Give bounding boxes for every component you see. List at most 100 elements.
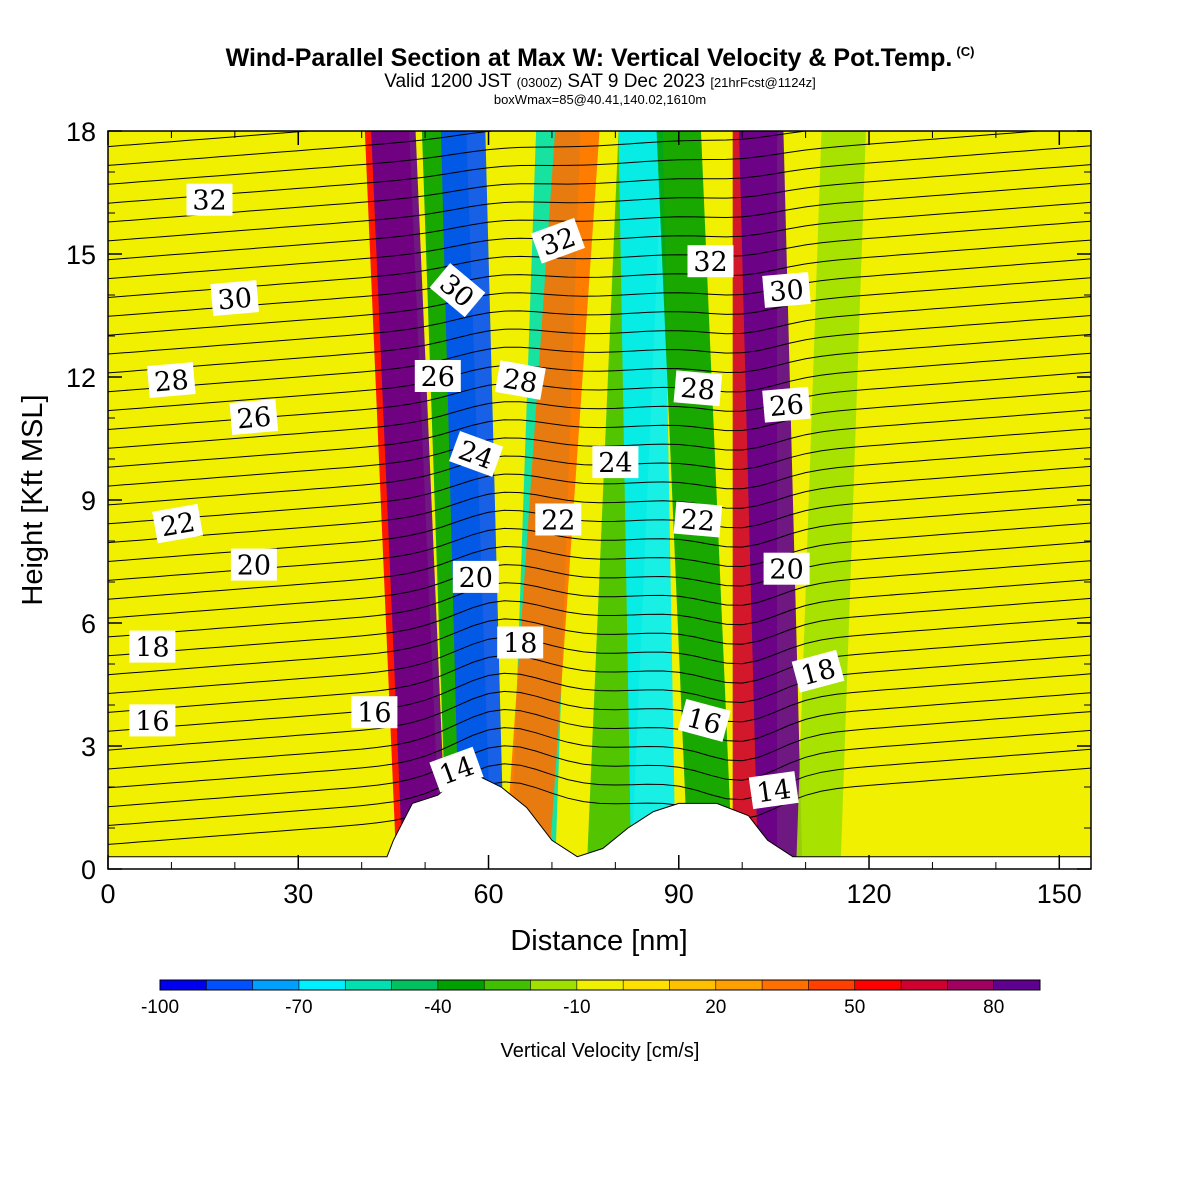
- theta-label-5: 20: [230, 548, 277, 582]
- theta-contour-29: [108, 220, 1091, 298]
- colorbar-tick-label: -40: [424, 997, 451, 1018]
- copyright-mark: (C): [956, 44, 975, 59]
- colorbar-swatch: [437, 980, 485, 990]
- theta-label-box: [152, 503, 204, 544]
- theta-contour-31: [108, 183, 1091, 261]
- theta-label-16: 22: [535, 503, 582, 537]
- terrain: [108, 774, 1091, 869]
- theta-label-14: 20: [452, 560, 499, 594]
- theta-label-box: [592, 446, 639, 479]
- theta-label-box: [673, 501, 723, 538]
- x-tick-label: 120: [847, 879, 892, 909]
- x-tick-label: 60: [473, 879, 503, 909]
- x-tick-label: 150: [1037, 879, 1082, 909]
- theta-contour-25: [108, 296, 1091, 374]
- y-tick-label: 18: [66, 117, 96, 147]
- x-tick-label: 30: [283, 879, 313, 909]
- theta-label-text: 22: [679, 504, 716, 538]
- colorbar-swatch: [576, 980, 624, 990]
- theta-label-box: [762, 271, 811, 308]
- theta-label-21: 22: [673, 501, 723, 538]
- theta-label-18: 24: [592, 446, 639, 479]
- theta-label-4: 22: [152, 503, 204, 544]
- theta-contour-23: [108, 333, 1091, 412]
- theta-label-2: 28: [147, 362, 196, 399]
- colorbar-tick-label: -70: [285, 997, 312, 1018]
- theta-label-box: [230, 548, 277, 581]
- theta-label-27: 14: [748, 771, 799, 810]
- theta-label-3: 26: [229, 399, 279, 436]
- theta-label-box: [129, 630, 176, 663]
- colorbar-swatch: [762, 980, 809, 990]
- theta-label-0: 32: [186, 183, 233, 217]
- theta-contour-36: [108, 131, 499, 166]
- theta-label-box: [748, 771, 799, 810]
- theta-label-text: 16: [357, 698, 391, 729]
- theta-label-text: 28: [501, 363, 540, 399]
- theta-label-box: [429, 263, 486, 318]
- velocity-band-7: [618, 131, 676, 869]
- velocity-band-1: [371, 131, 448, 869]
- theta-contour-21: [108, 371, 1091, 449]
- theta-label-box: [414, 360, 461, 392]
- theta-contour-30: [108, 201, 1091, 280]
- colorbar-swatch: [901, 980, 948, 990]
- colorbar-tick-label: -10: [563, 997, 590, 1018]
- theta-contour-11: [108, 560, 1091, 638]
- theta-label-text: 18: [503, 629, 537, 660]
- colorbar-swatch: [669, 980, 717, 990]
- theta-label-19: 32: [687, 245, 734, 278]
- colorbar-frame: [159, 979, 1041, 991]
- theta-contour-9: [108, 597, 1091, 676]
- theta-contour-3: [108, 711, 1091, 789]
- theta-label-box: [687, 245, 734, 278]
- theta-label-box: [449, 431, 504, 477]
- theta-contour-6: [108, 654, 1091, 732]
- theta-label-box: [530, 217, 586, 264]
- theta-label-box: [229, 399, 279, 435]
- valid-time: Valid 1200 JST: [384, 71, 512, 92]
- theta-label-9: 14: [429, 746, 484, 793]
- colorbar-swatch: [206, 980, 254, 990]
- forecast-info: [21hrFcst@1124z]: [710, 75, 816, 90]
- colorbar-swatch: [854, 980, 902, 990]
- y-axis-title: Height [Kft MSL]: [17, 394, 49, 605]
- velocity-band-8: [656, 131, 733, 869]
- theta-label-box: [129, 704, 176, 737]
- x-tick-label: 0: [100, 879, 115, 909]
- zulu-time: (0300Z): [516, 75, 563, 90]
- theta-label-text: 16: [135, 706, 169, 737]
- colorbar-swatch: [345, 980, 393, 990]
- theta-label-25: 20: [763, 552, 810, 586]
- colorbar-swatch: [160, 980, 207, 990]
- theta-label-text: 28: [679, 373, 716, 407]
- chart-subtitle: Valid 1200 JST (0300Z) SAT 9 Dec 2023 [2…: [0, 72, 1200, 93]
- box-info: boxWmax=85@40.41,140.02,1610m: [493, 92, 707, 107]
- theta-label-text: 32: [192, 186, 226, 217]
- colorbar-swatch: [993, 980, 1041, 990]
- colorbar-swatch: [298, 980, 346, 990]
- theta-contour-28: [108, 239, 1091, 317]
- theta-label-text: 26: [235, 402, 272, 436]
- theta-label-10: 26: [414, 360, 461, 393]
- theta-contour-2: [108, 729, 1091, 808]
- colorbar-tick-label: -100: [141, 997, 179, 1018]
- colorbar: -100 -70 -40 -10 20 50 80: [141, 979, 1041, 1018]
- theta-contour-17: [108, 447, 1091, 525]
- theta-label-box: [497, 626, 544, 659]
- theta-label-box: [452, 560, 499, 593]
- y-tick-label: 9: [81, 486, 96, 516]
- x-tick-label: 90: [664, 879, 694, 909]
- colorbar-swatch: [484, 980, 532, 990]
- theta-label-text: 20: [459, 563, 493, 594]
- velocity-band-10: [739, 131, 803, 869]
- theta-contour-32: [108, 164, 1091, 242]
- y-tick-label: 3: [81, 732, 96, 762]
- theta-contour-16: [108, 465, 1091, 544]
- colorbar-swatch: [391, 980, 439, 990]
- theta-label-box: [210, 280, 260, 317]
- colorbar-swatch: [808, 980, 856, 990]
- theta-contour-1: [108, 748, 1091, 826]
- theta-label-text: 22: [158, 507, 197, 543]
